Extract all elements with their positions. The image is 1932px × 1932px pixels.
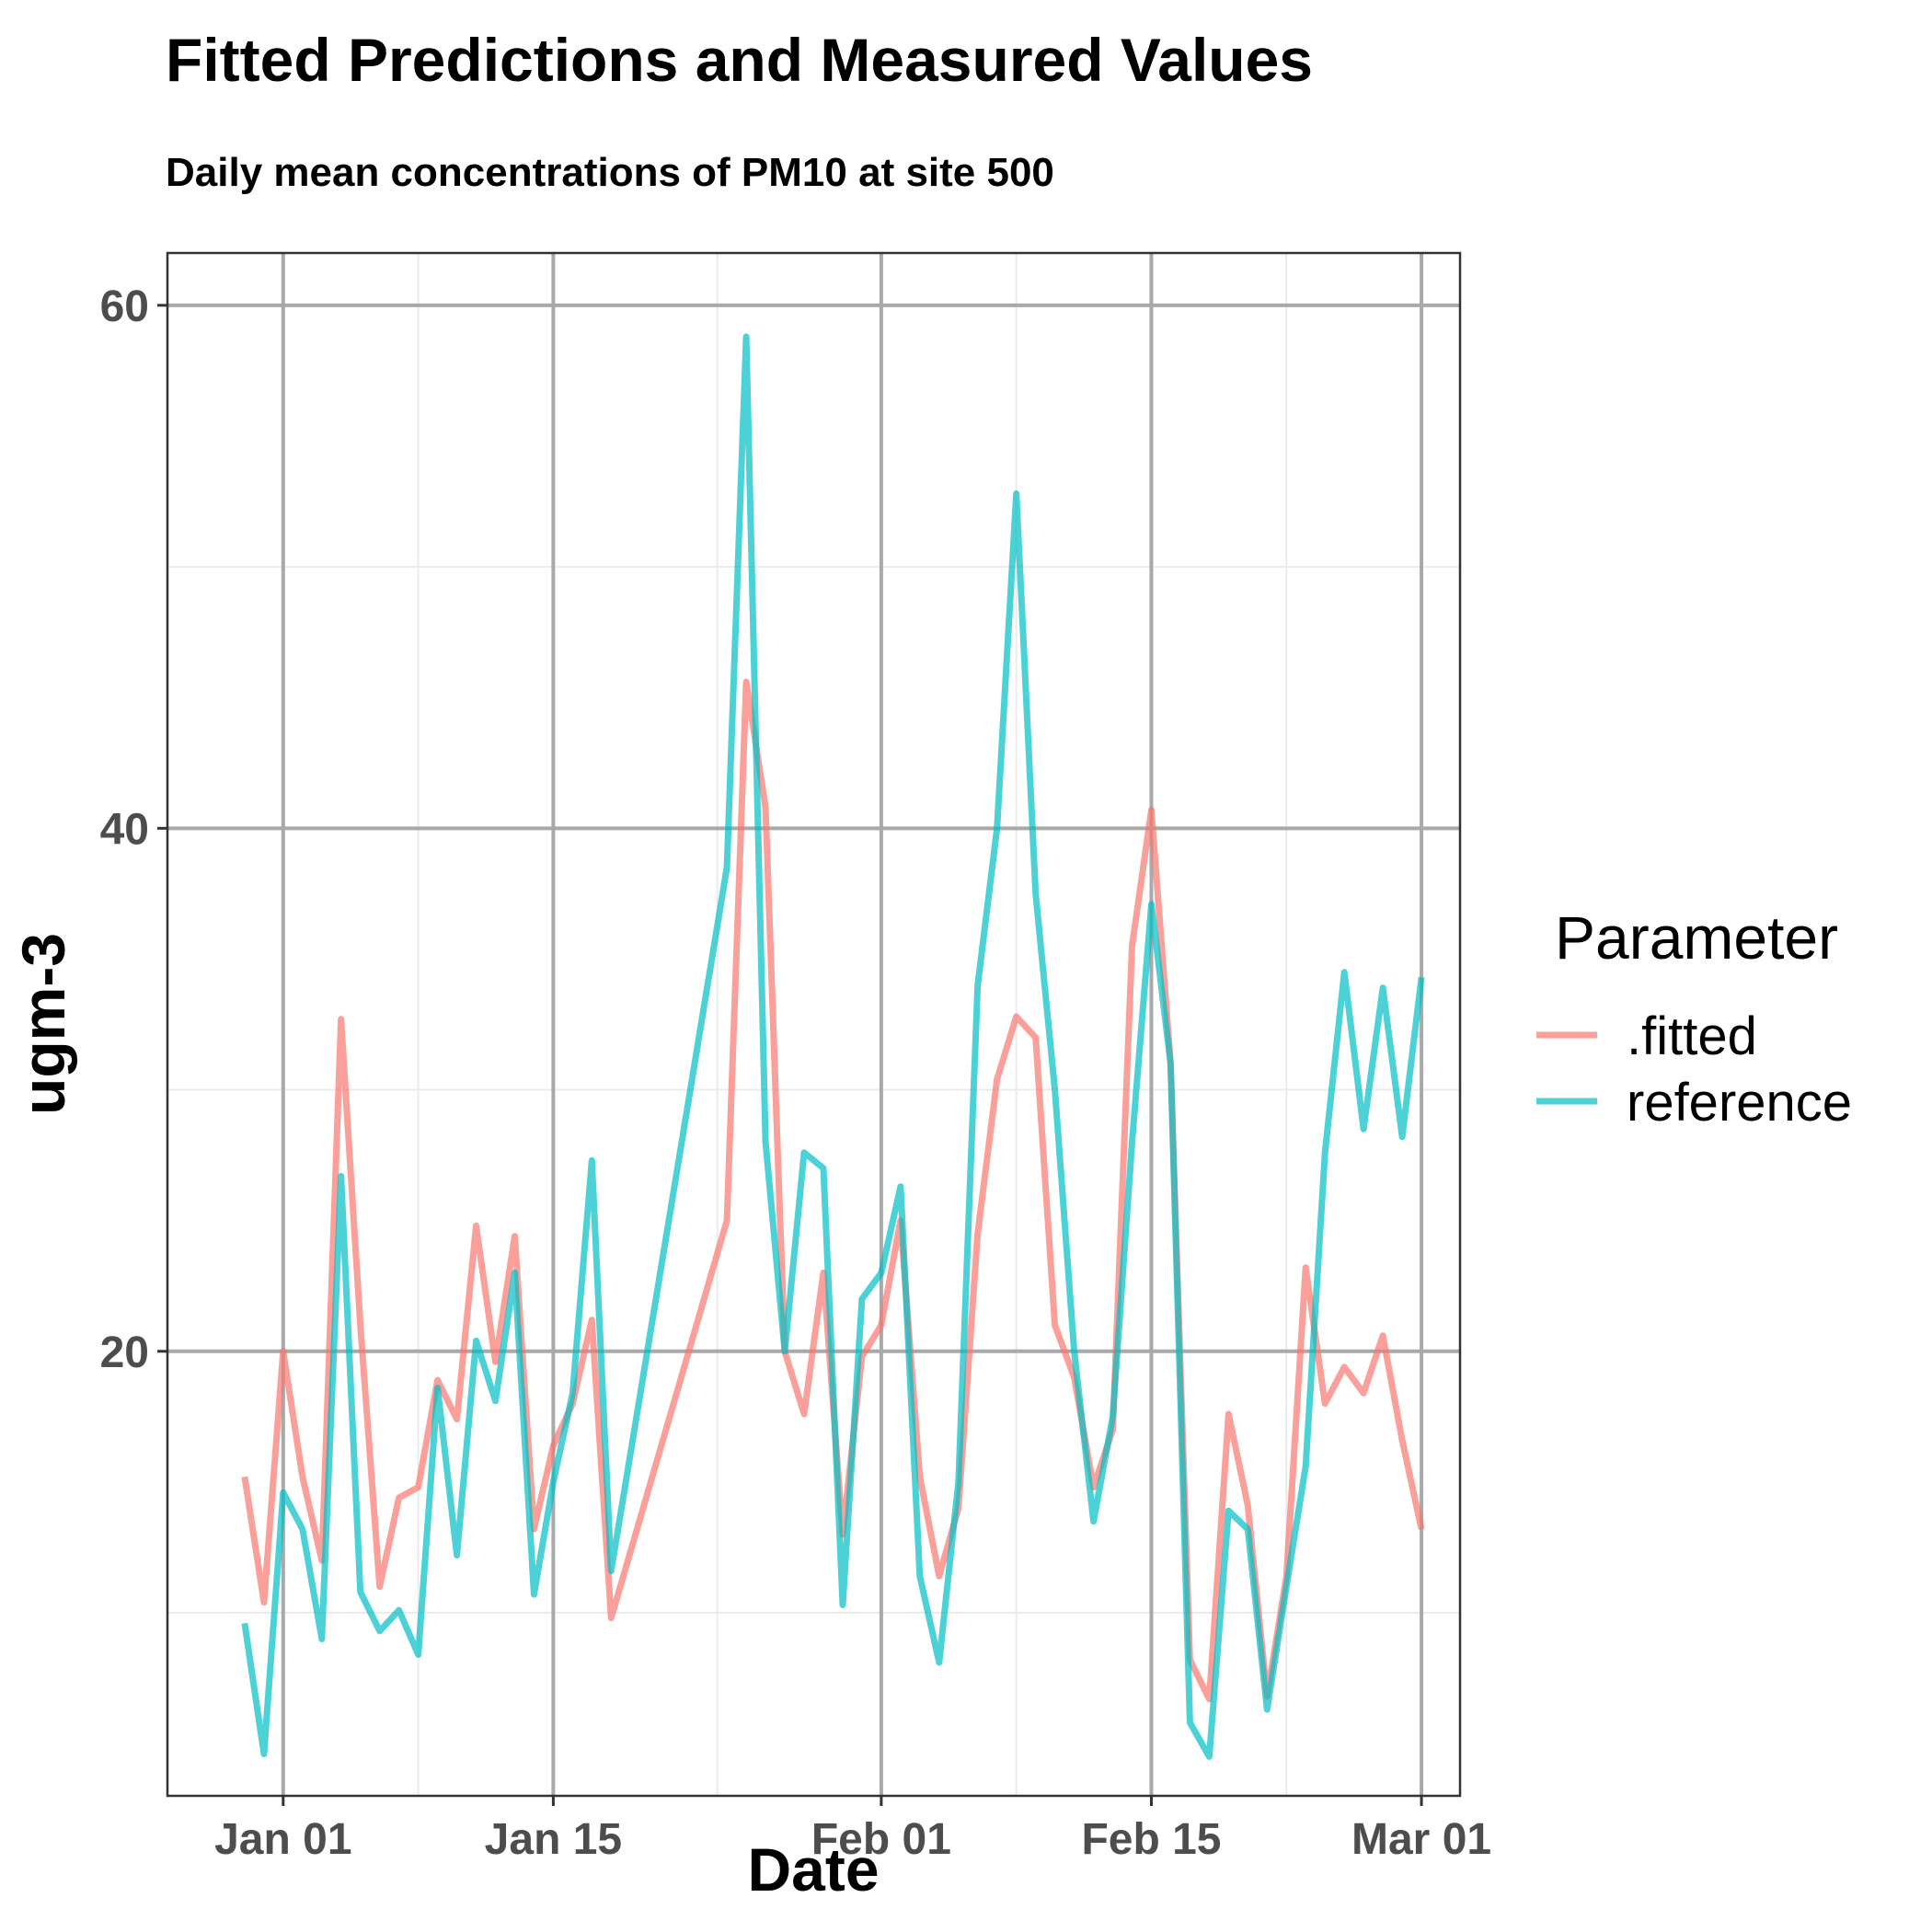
series-lines bbox=[241, 333, 1425, 1760]
x-axis: Jan 01 Jan 15 Feb 01 Feb 15 Mar 01 bbox=[214, 1796, 1491, 1864]
legend: Parameter .fitted reference bbox=[1536, 903, 1852, 1133]
y-tick-label: 40 bbox=[100, 805, 149, 854]
x-tick-label: Jan 01 bbox=[214, 1815, 351, 1864]
series-line-reference bbox=[241, 333, 1425, 1760]
chart-subtitle: Daily mean concentrations of PM10 at sit… bbox=[166, 150, 1054, 195]
plot-panel bbox=[167, 253, 1460, 1796]
legend-label-fitted: .fitted bbox=[1627, 1006, 1757, 1066]
chart-title: Fitted Predictions and Measured Values bbox=[166, 26, 1313, 94]
x-tick-label: Mar 01 bbox=[1351, 1815, 1491, 1864]
y-axis: 20 40 60 bbox=[100, 282, 167, 1377]
y-tick-label: 60 bbox=[100, 282, 149, 331]
x-tick-label: Feb 15 bbox=[1081, 1815, 1221, 1864]
y-tick-label: 20 bbox=[100, 1328, 149, 1377]
series-line-fitted bbox=[241, 678, 1425, 1703]
legend-label-reference: reference bbox=[1627, 1073, 1852, 1133]
legend-title: Parameter bbox=[1555, 903, 1838, 972]
x-tick-label: Feb 01 bbox=[811, 1815, 951, 1864]
plot-border bbox=[166, 251, 1462, 1798]
x-axis-title: Date bbox=[747, 1835, 879, 1903]
major-gridlines bbox=[167, 253, 1460, 1796]
y-axis-title: ugm-3 bbox=[9, 933, 77, 1115]
x-tick-label: Jan 15 bbox=[485, 1815, 622, 1864]
